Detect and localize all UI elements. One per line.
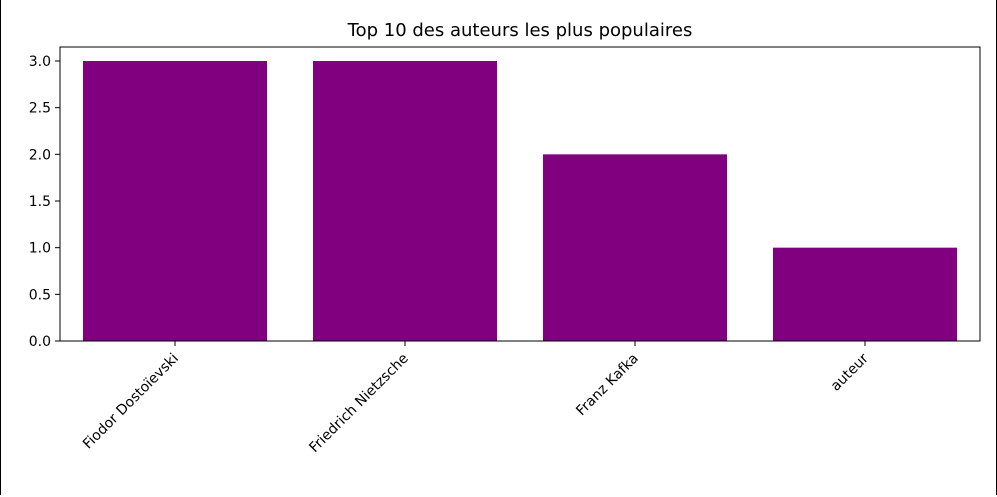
y-tick-label-4: 2.0	[29, 147, 51, 163]
y-tick-label-3: 1.5	[29, 194, 51, 210]
x-tick-label-3: auteur	[828, 350, 872, 394]
y-tick-label-1: 0.5	[29, 287, 51, 303]
x-tick-label-2: Franz Kafka	[573, 351, 642, 420]
chart-title: Top 10 des auteurs les plus populaires	[347, 20, 693, 41]
y-tick-label-0: 0.0	[29, 334, 51, 350]
y-tick-label-6: 3.0	[29, 54, 51, 70]
y-tick-label-2: 1.0	[29, 241, 51, 257]
y-tick-label-5: 2.5	[29, 101, 51, 117]
bars-group	[83, 61, 957, 341]
x-tick-label-1: Friedrich Nietzsche	[306, 351, 411, 456]
plot-area-frame	[59, 46, 981, 342]
y-axis: 0.0 0.5 1.0 1.5 2.0 2.5 3.0	[29, 54, 60, 350]
bar-3	[773, 247, 957, 341]
bar-1	[313, 61, 497, 341]
bar-0	[83, 61, 267, 341]
bar-2	[543, 154, 727, 341]
x-tick-label-0: Fiodor Dostoïevski	[80, 351, 182, 453]
x-axis: Fiodor Dostoïevski Friedrich Nietzsche Fra…	[80, 341, 872, 456]
